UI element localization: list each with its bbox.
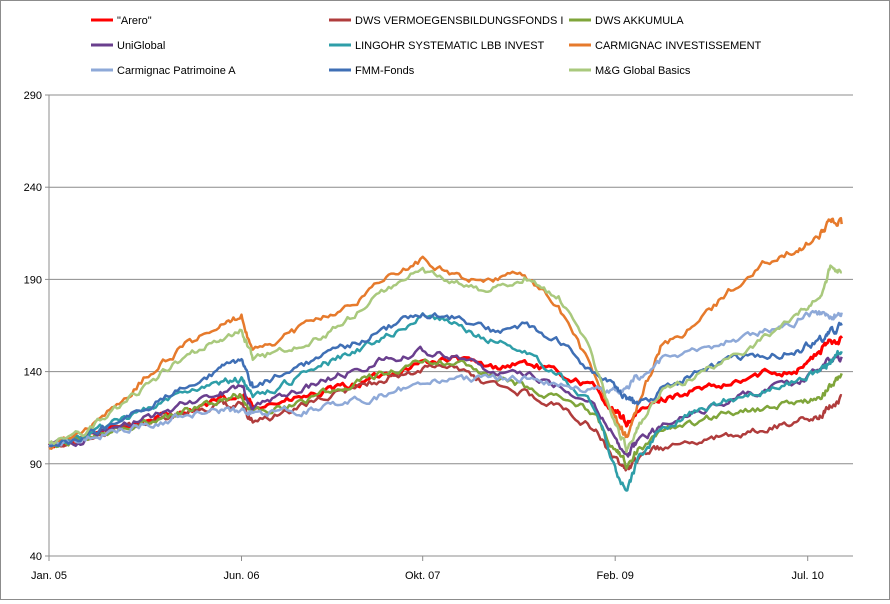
legend-label: LINGOHR SYSTEMATIC LBB INVEST <box>355 40 545 52</box>
series-line-8 <box>48 312 843 448</box>
y-tick-label: 90 <box>30 459 42 471</box>
legend-label: DWS AKKUMULA <box>595 15 684 27</box>
x-tick-label: Jan. 05 <box>31 570 67 582</box>
legend-label: "Arero" <box>117 15 152 27</box>
series-line-3 <box>48 358 843 470</box>
series-line-7 <box>48 309 843 448</box>
x-tick-label: Jun. 06 <box>223 570 259 582</box>
series-line-6 <box>48 216 843 450</box>
legend-label: Carmignac Patrimoine A <box>117 65 236 77</box>
y-tick-label: 40 <box>30 551 42 563</box>
x-tick-label: Okt. 07 <box>405 570 440 582</box>
series-line-1 <box>47 335 844 449</box>
x-tick-label: Jul. 10 <box>791 570 823 582</box>
series-lines <box>47 216 844 492</box>
y-tick-label: 240 <box>24 182 42 194</box>
series-line-4 <box>48 345 843 458</box>
legend-label: UniGlobal <box>117 40 165 52</box>
legend-label: M&G Global Basics <box>595 65 691 77</box>
y-tick-label: 140 <box>24 367 42 379</box>
x-tick-label: Feb. 09 <box>597 570 634 582</box>
y-axis: 40 90 140 190 240 290 <box>24 90 50 563</box>
y-tick-label: 190 <box>24 274 42 286</box>
gridlines <box>49 94 853 465</box>
series-line-5 <box>48 312 843 492</box>
y-tick-label: 290 <box>24 90 42 102</box>
legend: "Arero" DWS VERMOEGENSBILDUNGSFONDS I DWS … <box>91 15 762 77</box>
legend-label: FMM-Fonds <box>355 65 415 77</box>
series-line-9 <box>48 264 843 454</box>
legend-label: DWS VERMOEGENSBILDUNGSFONDS I <box>355 15 563 27</box>
x-axis: Jan. 05 Jun. 06 Okt. 07 Feb. 09 Jul. 10 <box>31 555 853 582</box>
legend-label: CARMIGNAC INVESTISSEMENT <box>595 40 762 52</box>
